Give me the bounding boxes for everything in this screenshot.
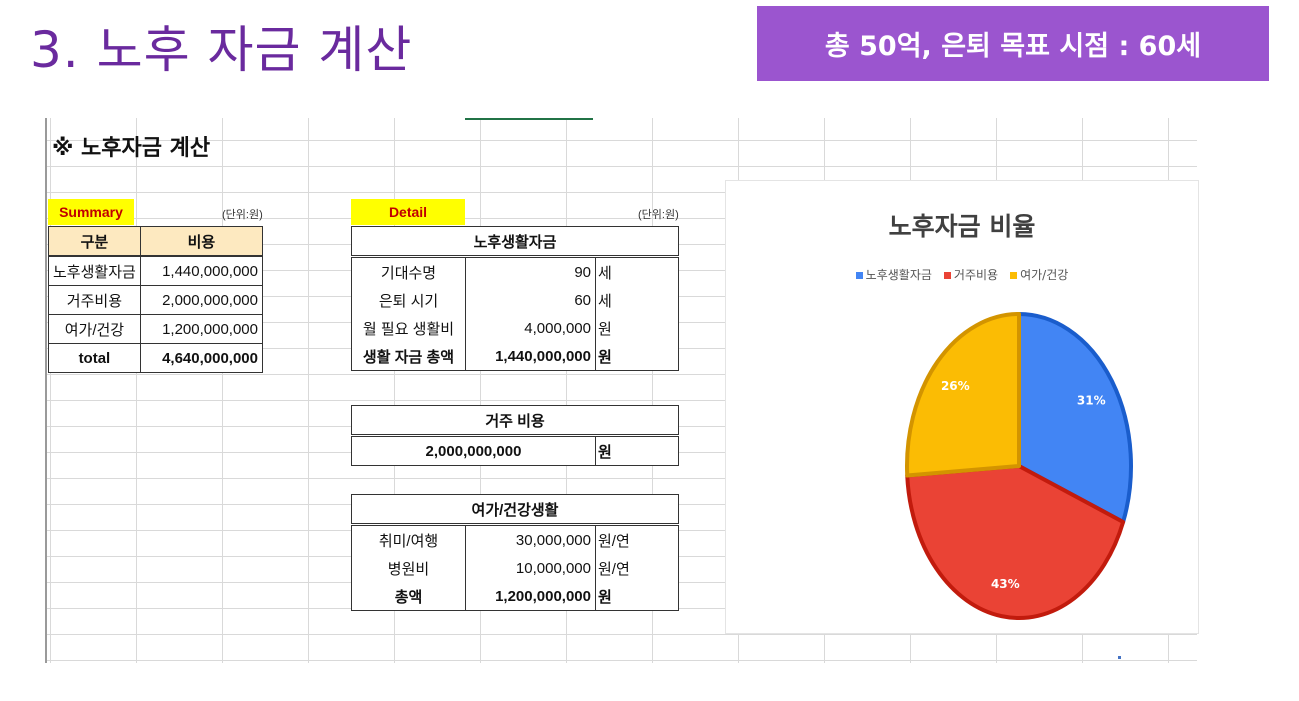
pie-plot: 31% 43% 26% [905,312,1133,620]
legend-item: 여가/건강 [1010,266,1068,283]
pie-slice[interactable] [905,464,1126,620]
summary-category: 노후생활자금 [48,255,141,286]
summary-cost: 4,640,000,000 [139,343,264,373]
detail-unit-cell: 원 [595,314,679,342]
housing-cost-unit: 원 [595,435,679,466]
goal-banner: 총 50억, 은퇴 목표 시점 : 60세 [757,6,1269,81]
table-row: 취미/여행 30,000,000 원/연 [351,524,679,554]
chart-title: 노후자금 비율 [888,212,1036,241]
leisure-health-title: 여가/건강생활 [351,494,679,526]
summary-table: 구분 비용 노후생활자금 1,440,000,000 거주비용 2,000,00… [48,226,264,373]
living-fund-total-row: 생활 자금 총액 1,440,000,000 원 [351,342,679,371]
legend-item: 노후생활자금 [855,266,932,283]
table-row: 은퇴 시기 60 세 [351,286,679,314]
summary-category: 여가/건강 [48,314,141,344]
living-fund-title: 노후생활자금 [351,226,679,258]
detail-value: 1,200,000,000 [465,582,596,611]
summary-cost: 2,000,000,000 [139,285,264,315]
housing-cost-table: 거주 비용 2,000,000,000 원 [351,405,679,466]
legend-label: 거주비용 [953,268,999,282]
chart-legend: 노후생활자금 거주비용 여가/건강 [726,266,1198,283]
table-row: 2,000,000,000 원 [351,435,679,466]
pie-data-label: 31% [1077,393,1106,407]
detail-unit-cell: 원/연 [595,554,679,582]
table-row: 월 필요 생활비 4,000,000 원 [351,314,679,342]
detail-item: 은퇴 시기 [351,286,466,314]
housing-cost-value: 2,000,000,000 [351,435,596,466]
detail-item: 생활 자금 총액 [351,342,466,371]
summary-label: Summary [48,199,134,225]
housing-cost-header: 거주 비용 [351,405,679,437]
detail-value: 10,000,000 [465,554,596,582]
summary-unit: (단위:원) [222,209,263,221]
table-row: 노후생활자금 1,440,000,000 [48,255,264,286]
detail-unit-cell: 세 [595,256,679,286]
detail-unit-cell: 세 [595,286,679,314]
housing-cost-title: 거주 비용 [351,405,679,437]
detail-item: 기대수명 [351,256,466,286]
summary-header-row: 구분 비용 [48,226,264,257]
summary-category: total [48,343,141,373]
table-row: 기대수명 90 세 [351,256,679,286]
detail-value: 4,000,000 [465,314,596,342]
summary-header-cost: 비용 [139,226,264,257]
slide-title: 3. 노후 자금 계산 [30,21,413,79]
table-row: 여가/건강 1,200,000,000 [48,314,264,344]
pie-slice[interactable] [905,312,1021,478]
detail-value: 30,000,000 [465,524,596,554]
summary-cost: 1,440,000,000 [139,255,264,286]
detail-unit-cell: 원 [595,342,679,371]
detail-value: 60 [465,286,596,314]
detail-value: 90 [465,256,596,286]
legend-label: 노후생활자금 [865,268,932,282]
leisure-health-table: 여가/건강생활 취미/여행 30,000,000 원/연 병원비 10,000,… [351,494,679,611]
pie-chart[interactable]: 노후자금 비율 노후생활자금 거주비용 여가/건강 31% 43% 26% [725,180,1199,634]
selected-cell-indicator [465,118,593,120]
summary-total-row: total 4,640,000,000 [48,343,264,373]
detail-item: 취미/여행 [351,524,466,554]
resize-handle[interactable] [1118,656,1121,659]
living-fund-table: 노후생활자금 기대수명 90 세 은퇴 시기 60 세 월 필요 생활비 4,0… [351,226,679,371]
leisure-health-header: 여가/건강생활 [351,494,679,526]
legend-label: 여가/건강 [1020,268,1069,282]
legend-swatch [943,272,951,279]
leisure-health-total-row: 총액 1,200,000,000 원 [351,582,679,611]
detail-label: Detail [351,199,465,225]
detail-item: 병원비 [351,554,466,582]
legend-item: 거주비용 [943,266,999,283]
summary-category: 거주비용 [48,285,141,315]
detail-value: 1,440,000,000 [465,342,596,371]
detail-unit: (단위:원) [638,209,679,221]
legend-swatch [855,272,863,279]
table-row: 거주비용 2,000,000,000 [48,285,264,315]
living-fund-header: 노후생활자금 [351,226,679,258]
summary-header-category: 구분 [48,226,141,257]
sheet-heading: ※ 노후자금 계산 [52,136,211,161]
pie-data-label: 26% [941,379,970,393]
legend-swatch [1010,272,1018,279]
table-row: 병원비 10,000,000 원/연 [351,554,679,582]
summary-cost: 1,200,000,000 [139,314,264,344]
detail-item: 월 필요 생활비 [351,314,466,342]
detail-unit-cell: 원 [595,582,679,611]
detail-item: 총액 [351,582,466,611]
pie-data-label: 43% [991,577,1020,591]
pie-slice[interactable] [1017,312,1133,524]
detail-unit-cell: 원/연 [595,524,679,554]
